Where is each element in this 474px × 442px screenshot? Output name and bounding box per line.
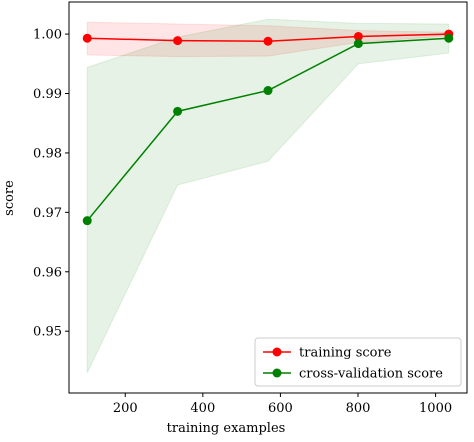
legend-marker: [272, 368, 282, 378]
x-tick-label: 200: [113, 401, 138, 416]
score-point: [173, 106, 183, 116]
y-tick-label: 1.00: [33, 28, 62, 43]
y-tick-label: 0.99: [33, 87, 62, 102]
x-tick-label: 600: [268, 401, 293, 416]
score-point: [82, 33, 92, 43]
y-tick-label: 0.96: [33, 265, 62, 280]
plot-frame: [68, 1, 468, 394]
x-tick-label: 1000: [419, 401, 452, 416]
legend-box: [254, 337, 462, 387]
x-axis-label: training examples: [167, 421, 286, 436]
x-tick-label: 800: [346, 401, 371, 416]
score-point: [353, 39, 363, 49]
y-tick-label: 0.98: [33, 146, 62, 161]
legend-label: cross-validation score: [299, 367, 443, 382]
legend-label: training score: [299, 346, 392, 361]
legend-marker: [272, 347, 282, 357]
score-point: [263, 86, 273, 96]
y-axis-label: score: [2, 180, 17, 216]
score-point: [444, 33, 454, 43]
x-tick-label: 400: [190, 401, 215, 416]
score-band: [86, 18, 450, 374]
y-tick-label: 0.97: [33, 206, 62, 221]
score-point: [173, 36, 183, 46]
score-point: [263, 36, 273, 46]
y-tick-label: 0.95: [33, 325, 62, 340]
score-point: [82, 216, 92, 226]
score-point: [353, 31, 363, 41]
